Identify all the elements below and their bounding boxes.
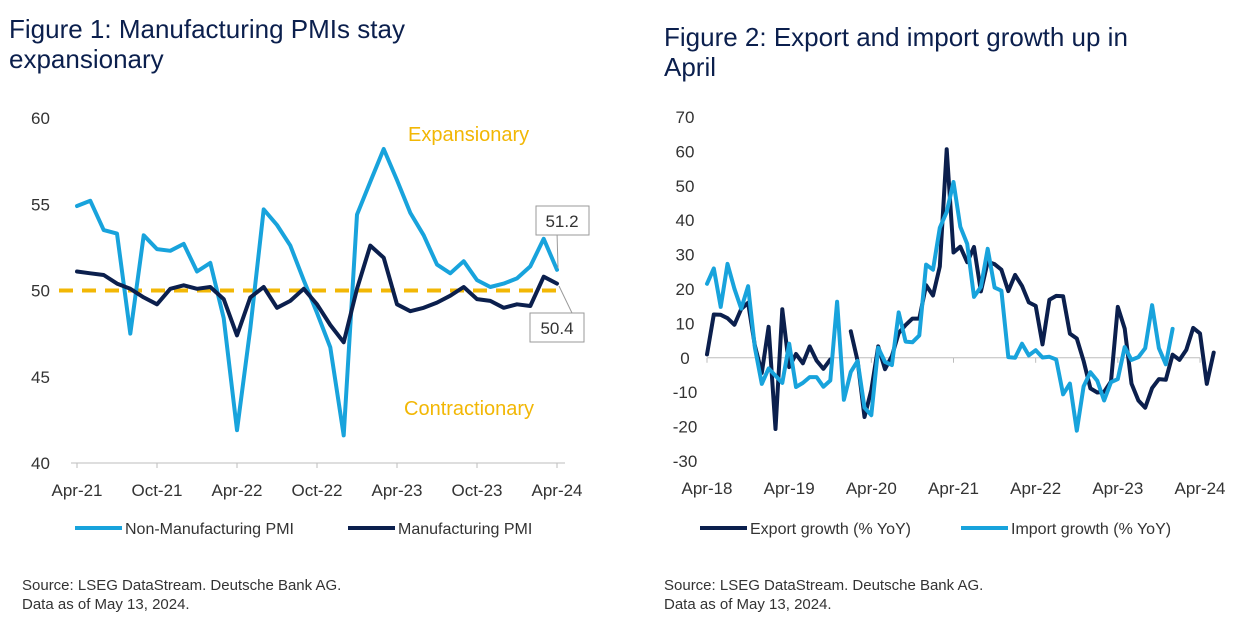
figure-1-x-tick-oct-21: Oct-21 (131, 481, 182, 500)
figure-2-y-tick-0: 0 (680, 349, 689, 368)
figure-1-x-tick-apr-23: Apr-23 (371, 481, 422, 500)
figure-1-y-tick-40: 40 (31, 454, 50, 473)
figure-2-x-tick-apr-24: Apr-24 (1174, 479, 1225, 498)
figure-1-x-tick-apr-24: Apr-24 (531, 481, 582, 500)
figure-2-y-tick-60: 60 (676, 142, 695, 161)
figure-2-source-line-2: Data as of May 13, 2024. (664, 596, 832, 613)
figure-2-y-tick-40: 40 (676, 211, 695, 230)
figure-2-y-tick-10: 10 (676, 314, 695, 333)
expansionary-annotation: Expansionary (408, 124, 529, 146)
figure-1-panel: Figure 1: Manufacturing PMIs stay expans… (0, 0, 610, 619)
series-export-growth-yoy-part-1 (705, 300, 833, 431)
figure-2-x-tick-apr-22: Apr-22 (1010, 479, 1061, 498)
contractionary-annotation: Contractionary (404, 398, 534, 420)
figure-1-y-tick-45: 45 (31, 368, 50, 387)
figure-2-y-tick-70: 70 (676, 108, 695, 127)
figure-2-y-tick-30: -30 (673, 452, 698, 471)
figure-1-x-tick-apr-22: Apr-22 (211, 481, 262, 500)
callout-manufacturing-box (529, 312, 585, 343)
figure-1-chart: 40 45 50 55 60 Apr-21 Oct-21 Apr-22 Oct-22 Apr-23… (31, 109, 590, 538)
legend-label-non-manufacturing: Non-Manufacturing PMI (125, 521, 294, 538)
figure-2-chart: -30 -20 -10 0 10 20 30 40 50 60 70 Apr-18 Apr-19 Apr-… (673, 108, 1226, 538)
series-non-manufacturing-pmi (75, 147, 559, 438)
callout-non-manufacturing-value: 51.2 (545, 212, 578, 231)
figure-2-source-line-1: Source: LSEG DataStream. Deutsche Bank A… (664, 577, 984, 594)
figure-2-x-tick-apr-21: Apr-21 (928, 479, 979, 498)
figure-2-x-tick-apr-18: Apr-18 (681, 479, 732, 498)
figure-1-x-tick-oct-22: Oct-22 (291, 481, 342, 500)
series-export-growth-yoy-part-2 (848, 147, 1216, 419)
figure-1-source: Source: LSEG DataStream. Deutsche Bank A… (22, 576, 341, 614)
callout-non-manufacturing-leader (556, 231, 559, 269)
callout-non-manufacturing-box (535, 205, 590, 236)
figure-1-x-tick-apr-21: Apr-21 (51, 481, 102, 500)
series-import-growth-yoy (705, 180, 1175, 433)
legend-label-import: Import growth (% YoY) (1011, 521, 1171, 538)
figure-1-title: Figure 1: Manufacturing PMIs stay expans… (9, 14, 405, 74)
figure-2-y-tick-50: 50 (676, 177, 695, 196)
figure-2-x-tick-apr-19: Apr-19 (764, 479, 815, 498)
series-manufacturing-pmi (75, 243, 559, 345)
legend-label-manufacturing: Manufacturing PMI (398, 521, 532, 538)
figure-1-y-tick-60: 60 (31, 109, 50, 128)
figure-1-y-tick-50: 50 (31, 282, 50, 301)
figure-2-y-tick-30: 30 (676, 246, 695, 265)
figure-2-y-tick-10: -10 (673, 383, 698, 402)
figure-2-legend: Export growth (% YoY) Import growth (% Y… (700, 521, 1171, 538)
figure-2-panel: Figure 2: Export and import growth up in… (655, 0, 1243, 619)
figure-2-y-tick-20: 20 (676, 280, 695, 299)
figure-1-y-tick-55: 55 (31, 195, 50, 214)
callout-manufacturing-value: 50.4 (540, 319, 573, 338)
figure-2-title: Figure 2: Export and import growth up in… (664, 22, 1128, 82)
figure-2-x-tick-apr-20: Apr-20 (846, 479, 897, 498)
callout-manufacturing: 50.4 (529, 285, 585, 343)
callout-manufacturing-leader (558, 285, 573, 314)
figure-1-source-line-2: Data as of May 13, 2024. (22, 596, 190, 613)
figure-2-source: Source: LSEG DataStream. Deutsche Bank A… (664, 576, 983, 614)
figure-2-y-tick-20: -20 (673, 418, 698, 437)
legend-label-export: Export growth (% YoY) (750, 521, 911, 538)
figure-1-legend: Non-Manufacturing PMI Manufacturing PMI (75, 521, 532, 538)
callout-non-manufacturing: 51.2 (535, 205, 590, 269)
figure-1-x-tick-oct-23: Oct-23 (451, 481, 502, 500)
figure-2-x-tick-apr-23: Apr-23 (1092, 479, 1143, 498)
figure-1-source-line-1: Source: LSEG DataStream. Deutsche Bank A… (22, 577, 342, 594)
